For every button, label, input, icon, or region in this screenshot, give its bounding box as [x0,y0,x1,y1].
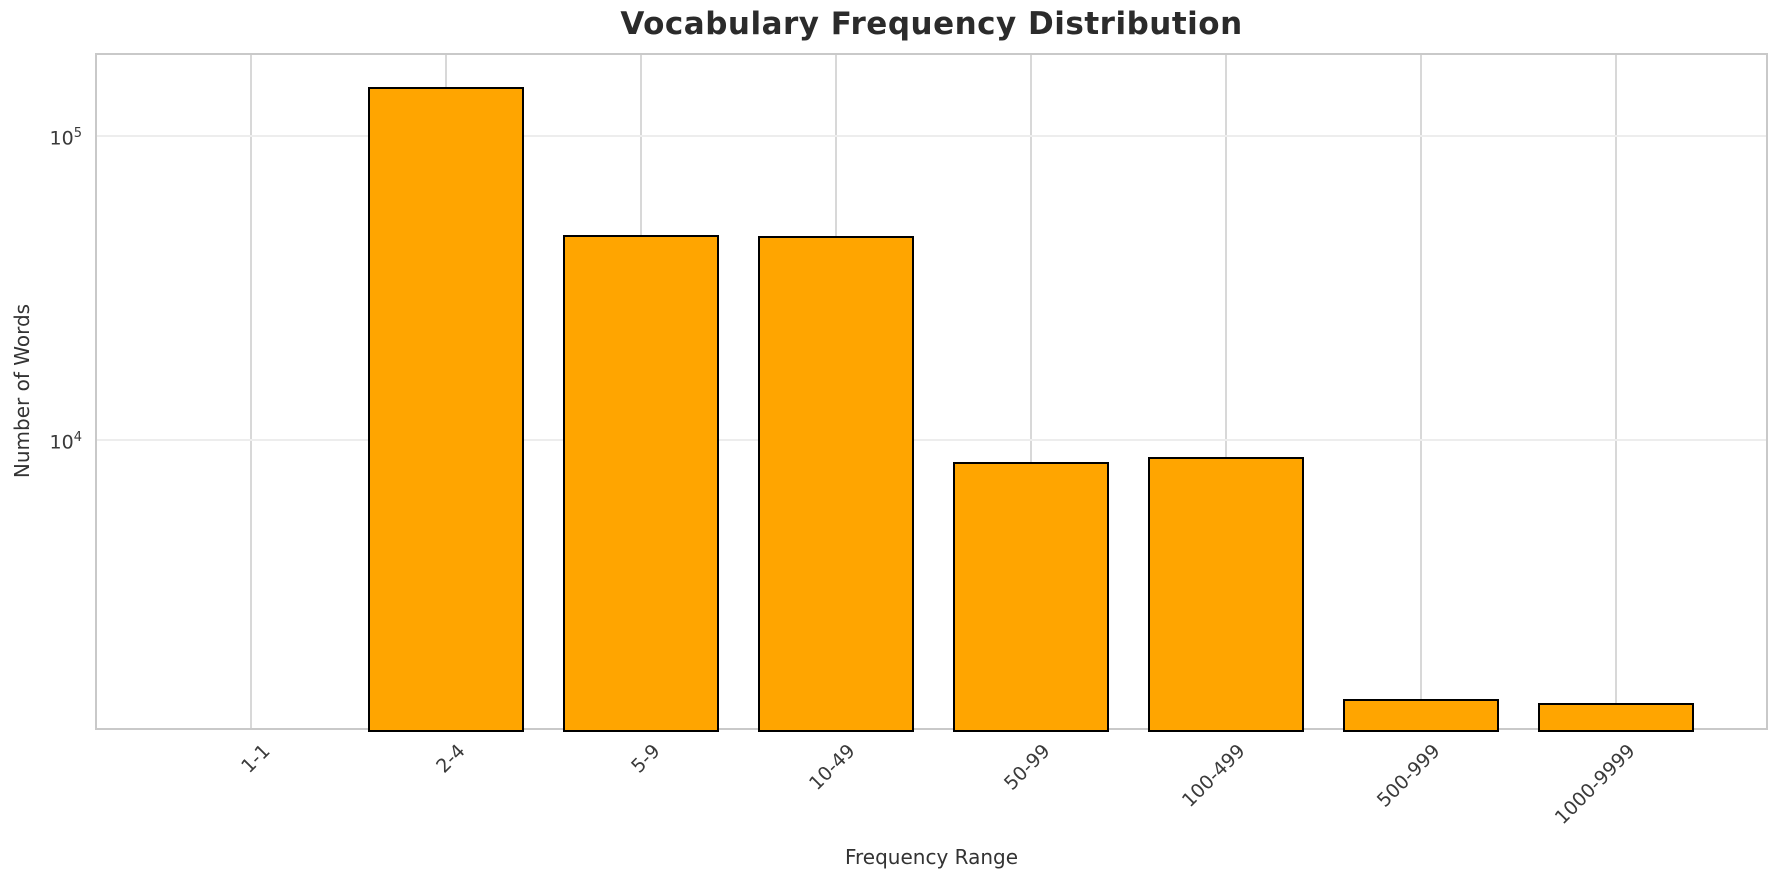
horizontal-gridline [97,439,1766,442]
vertical-gridline [1029,55,1032,728]
bar-10-49 [758,235,914,732]
bar-500-999 [1342,699,1499,732]
y-tick-label: 104 [49,430,82,454]
chart-title: Vocabulary Frequency Distribution [620,6,1243,42]
bar-50-99 [952,461,1109,732]
bar-5-9 [563,234,719,732]
bar-1000-9999 [1537,703,1694,732]
vertical-gridline [1419,55,1422,728]
vertical-gridline [1224,55,1227,728]
y-tick-label: 105 [49,126,82,150]
vertical-gridline [1614,55,1617,728]
plot-area [95,53,1768,732]
bar-100-499 [1147,457,1304,732]
x-axis-label: Frequency Range [844,845,1019,869]
vertical-gridline [250,55,253,728]
horizontal-gridline [97,135,1766,138]
bar-2-4 [368,87,525,732]
